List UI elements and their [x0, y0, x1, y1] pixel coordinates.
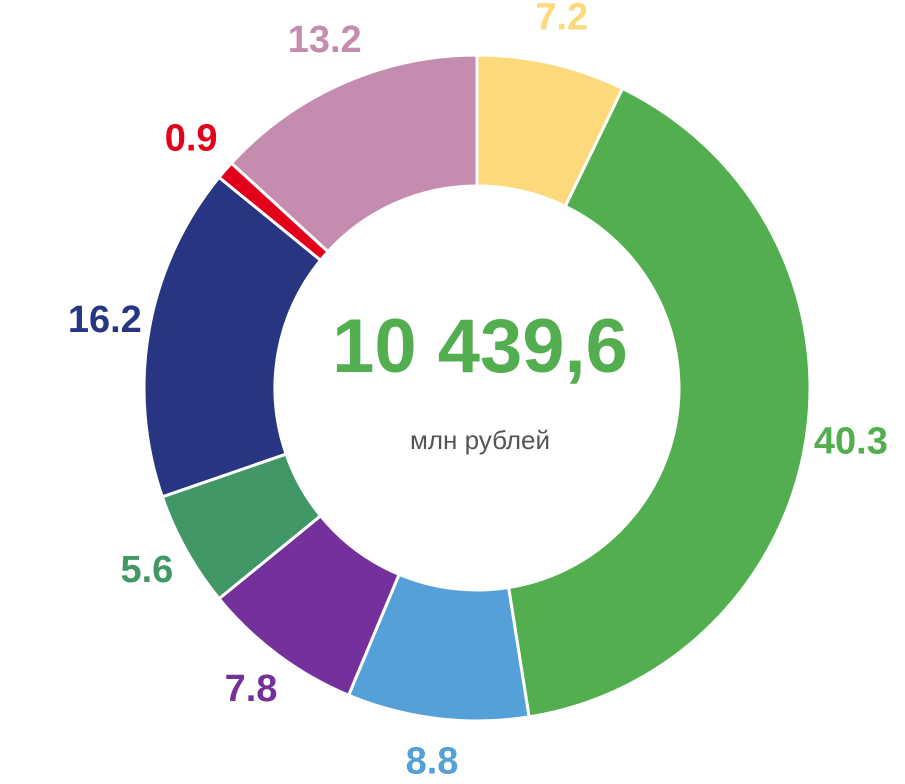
value-label: 7.2 [535, 0, 588, 39]
value-label: 5.6 [120, 549, 173, 591]
value-label: 8.8 [406, 740, 459, 782]
value-label: 16.2 [68, 299, 142, 341]
slices [142, 53, 812, 723]
slice [506, 86, 812, 719]
value-label: 13.2 [288, 19, 362, 61]
center-unit: млн рублей [410, 425, 550, 455]
slice [229, 53, 479, 254]
value-label: 40.3 [814, 421, 888, 463]
value-label: 7.8 [225, 668, 278, 710]
slice [142, 175, 323, 499]
center-total: 10 439,6 [332, 304, 628, 389]
value-label: 0.9 [165, 118, 218, 160]
